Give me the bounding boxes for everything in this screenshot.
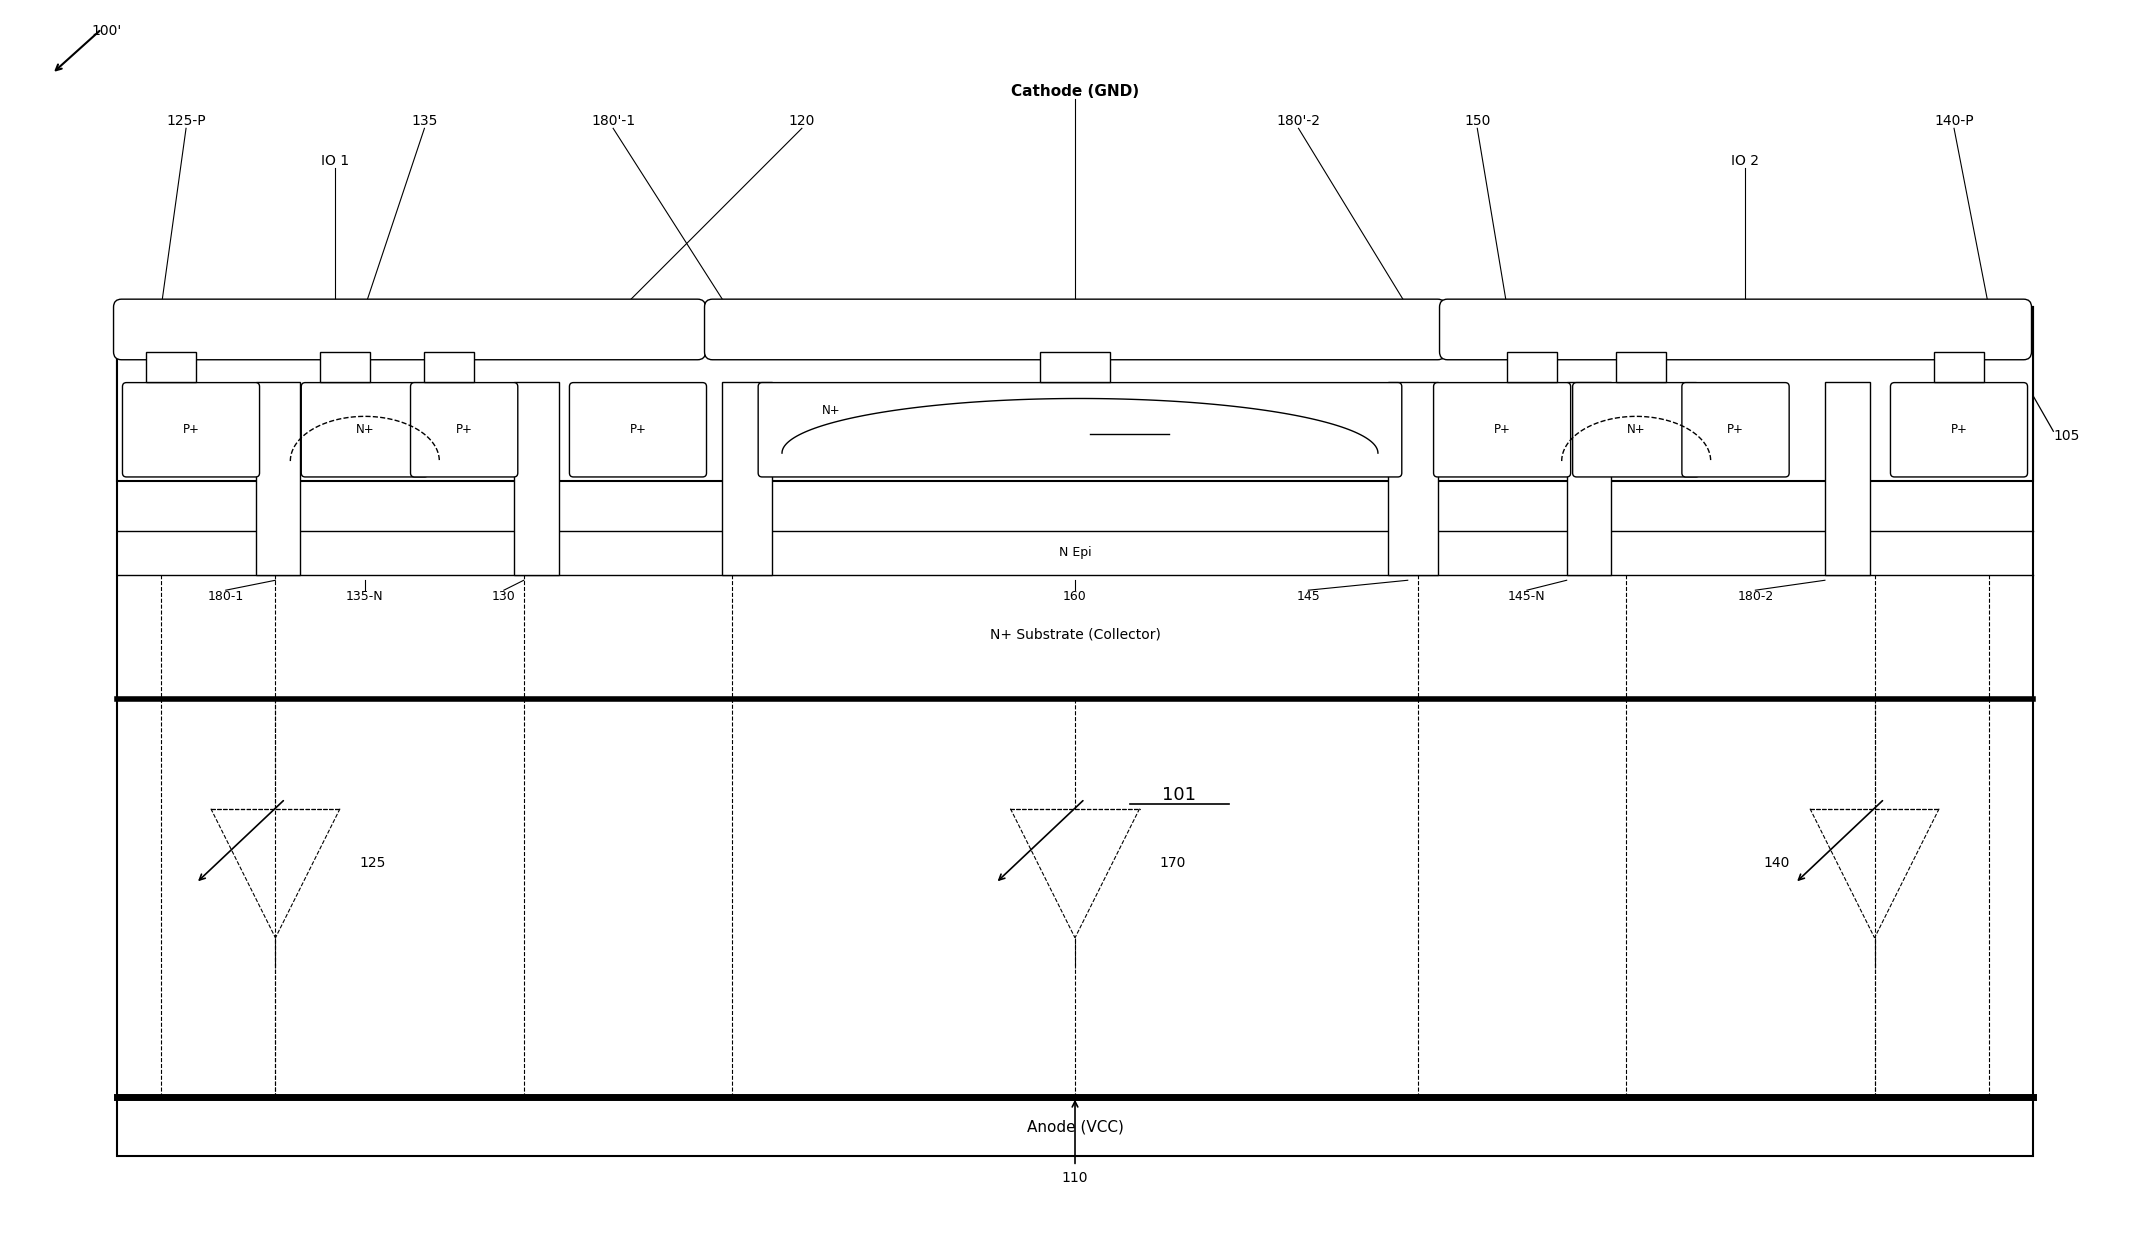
FancyBboxPatch shape <box>758 383 1401 477</box>
Text: N+: N+ <box>355 424 374 436</box>
Text: 180'-2: 180'-2 <box>1276 115 1321 128</box>
Text: N+ Substrate (Collector): N+ Substrate (Collector) <box>990 627 1160 642</box>
Bar <box>1388 382 1438 576</box>
Text: 155: 155 <box>1117 421 1141 433</box>
Text: P+: P+ <box>1728 424 1743 436</box>
Text: 145-N: 145-N <box>1509 590 1545 603</box>
FancyBboxPatch shape <box>1573 383 1700 477</box>
FancyBboxPatch shape <box>123 383 260 477</box>
Bar <box>256 382 301 576</box>
FancyBboxPatch shape <box>570 383 706 477</box>
Bar <box>1567 382 1612 576</box>
FancyBboxPatch shape <box>1889 383 2027 477</box>
Bar <box>1825 382 1870 576</box>
Bar <box>424 352 473 382</box>
Bar <box>1039 352 1110 382</box>
Text: P+: P+ <box>456 424 473 436</box>
FancyBboxPatch shape <box>1433 383 1571 477</box>
Text: P+: P+ <box>631 424 646 436</box>
FancyBboxPatch shape <box>114 299 706 359</box>
Text: Cathode (GND): Cathode (GND) <box>1011 84 1138 99</box>
Text: N+: N+ <box>1627 424 1646 436</box>
Bar <box>146 352 196 382</box>
Bar <box>1935 352 1984 382</box>
Text: 135-N: 135-N <box>346 590 383 603</box>
Text: 130: 130 <box>493 590 516 603</box>
Bar <box>116 308 2034 480</box>
Text: 140-P: 140-P <box>1935 115 1973 128</box>
Text: 135: 135 <box>411 115 437 128</box>
FancyBboxPatch shape <box>411 383 519 477</box>
FancyBboxPatch shape <box>704 299 1446 359</box>
Bar <box>1616 352 1666 382</box>
Text: P Body: P Body <box>1054 447 1098 459</box>
Bar <box>723 382 773 576</box>
Text: 125: 125 <box>359 856 385 871</box>
Bar <box>514 382 560 576</box>
Text: 150: 150 <box>1463 115 1491 128</box>
Text: Anode (VCC): Anode (VCC) <box>1027 1119 1123 1134</box>
Text: 140: 140 <box>1765 856 1790 871</box>
Bar <box>321 352 370 382</box>
Text: 145: 145 <box>1296 590 1321 603</box>
Bar <box>1506 352 1556 382</box>
Text: 170: 170 <box>1160 856 1186 871</box>
Text: 110: 110 <box>1061 1171 1089 1186</box>
Text: 125-P: 125-P <box>166 115 207 128</box>
Text: IO 1: IO 1 <box>321 154 349 168</box>
Text: N+: N+ <box>822 404 839 417</box>
FancyBboxPatch shape <box>1683 383 1788 477</box>
Bar <box>116 1097 2034 1156</box>
Text: 180-2: 180-2 <box>1737 590 1773 603</box>
Text: P+: P+ <box>183 424 200 436</box>
Text: 180-1: 180-1 <box>207 590 243 603</box>
Text: 120: 120 <box>788 115 816 128</box>
Text: 180'-1: 180'-1 <box>592 115 635 128</box>
Text: P+: P+ <box>1493 424 1511 436</box>
FancyBboxPatch shape <box>301 383 428 477</box>
Text: 105: 105 <box>2053 430 2079 443</box>
Text: 101: 101 <box>1162 785 1197 804</box>
Text: 160: 160 <box>1063 590 1087 603</box>
Text: 100': 100' <box>93 23 123 38</box>
Text: P+: P+ <box>1950 424 1967 436</box>
Text: IO 2: IO 2 <box>1732 154 1760 168</box>
Text: N Epi: N Epi <box>1059 546 1091 559</box>
FancyBboxPatch shape <box>1440 299 2031 359</box>
Bar <box>116 308 2034 1097</box>
